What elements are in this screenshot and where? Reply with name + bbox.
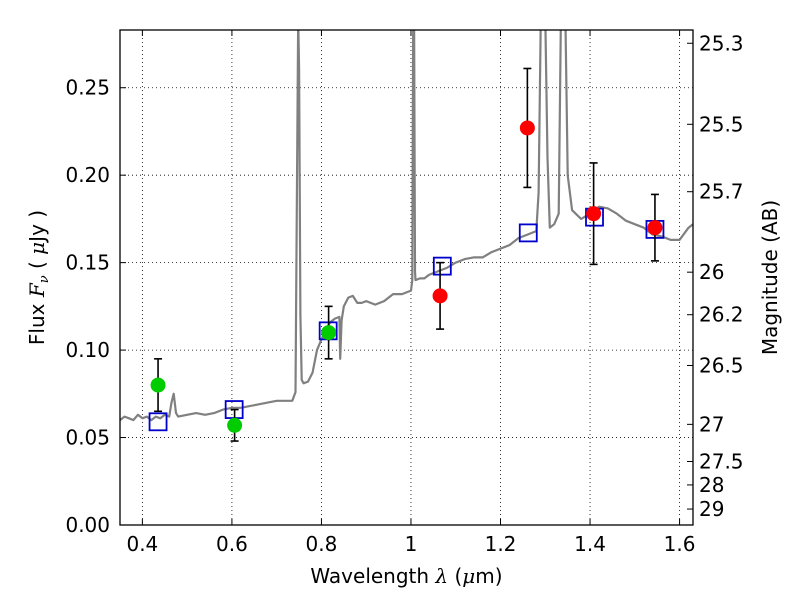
grid-lines — [120, 30, 693, 526]
nir-point — [519, 120, 535, 136]
x-tick-label: 0.6 — [216, 532, 248, 556]
x-axis-label: Wavelength λ (μm) — [310, 564, 502, 588]
y2-tick-label: 28 — [699, 473, 724, 497]
sed-model-line — [120, 30, 693, 422]
model-photometry-box — [432, 256, 452, 276]
x-tick-label: 1.2 — [485, 532, 517, 556]
y2-tick-label: 25.5 — [699, 112, 744, 136]
nir-point — [586, 206, 602, 222]
nir-point — [432, 288, 448, 304]
y2-tick-label: 27.5 — [699, 449, 744, 473]
y2-tick-label: 26.5 — [699, 353, 744, 377]
plot-frame — [119, 29, 694, 526]
y-tick-label: 0.15 — [65, 251, 110, 275]
y-tick-label: 0.05 — [65, 426, 110, 450]
x-tick-label: 1.6 — [664, 532, 696, 556]
plot-area — [120, 30, 693, 525]
optical-point — [321, 325, 337, 341]
y2-tick-label: 26.2 — [699, 303, 744, 327]
model-photometry-box — [518, 223, 538, 243]
y2-tick-label: 29 — [699, 497, 724, 521]
nir-point — [647, 220, 663, 236]
x-tick-label: 1.4 — [574, 532, 606, 556]
model-photometry-box — [148, 412, 168, 432]
y-tick-label: 0.10 — [65, 338, 110, 362]
y-tick-label: 0.20 — [65, 163, 110, 187]
y2-tick-label: 27 — [699, 412, 724, 436]
x-tick-label: 1 — [405, 532, 418, 556]
y2-tick-label: 25.7 — [699, 180, 744, 204]
x-tick-label: 0.4 — [126, 532, 158, 556]
y-tick-label: 0.00 — [65, 513, 110, 537]
plot-content — [120, 30, 693, 442]
x-tick-label: 0.8 — [306, 532, 338, 556]
optical-point — [150, 377, 166, 393]
y2-tick-label: 25.3 — [699, 31, 744, 55]
y-tick-label: 0.25 — [65, 76, 110, 100]
y2-tick-label: 26 — [699, 260, 724, 284]
y-axis-label: Flux Fν ( μJy ) — [25, 210, 52, 345]
y2-axis-label: Magnitude (AB) — [758, 200, 782, 355]
axis-ticks: 0.4 0.6 0.8 1 1.2 1.4 1.6 0.00 0.05 0.10 0.15 0.20 0… — [65, 30, 744, 556]
optical-point — [227, 417, 243, 433]
